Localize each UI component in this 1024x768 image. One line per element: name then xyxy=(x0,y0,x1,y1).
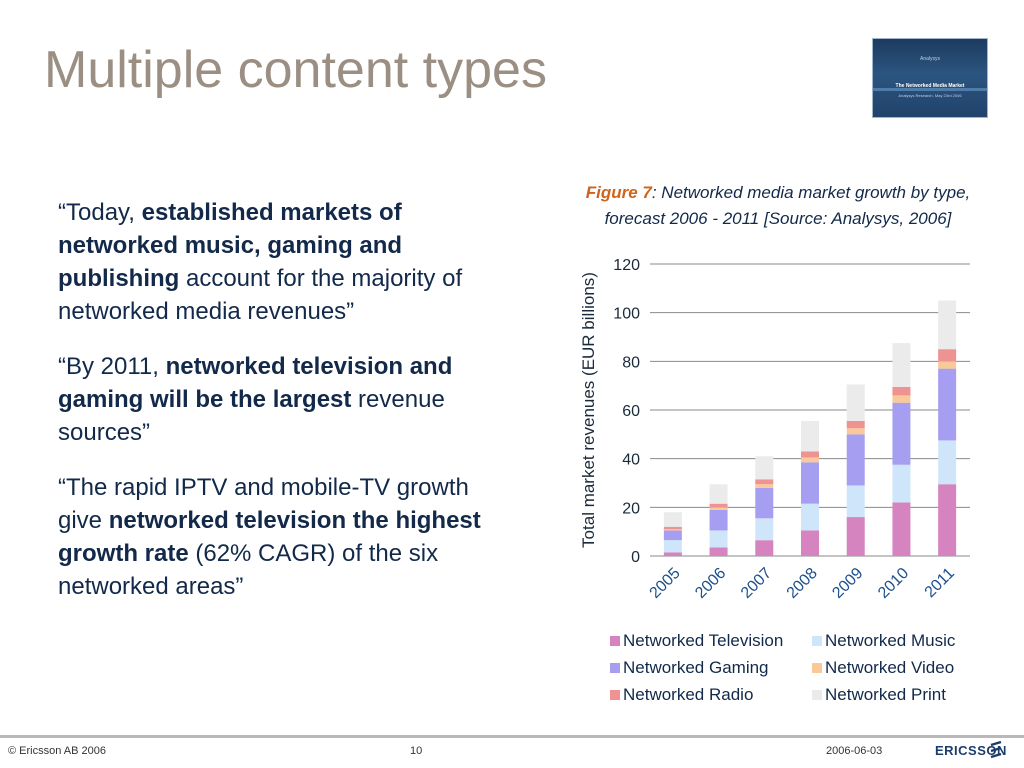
figure-caption-text: : Networked media market growth by type,… xyxy=(604,183,971,228)
footer-divider xyxy=(0,735,1024,738)
legend-swatch xyxy=(812,690,822,700)
legend-item: Networked Music xyxy=(812,631,955,651)
bar-segment xyxy=(663,530,682,541)
legend-swatch xyxy=(610,636,620,646)
bar-segment xyxy=(709,547,728,556)
legend-label: Networked Television xyxy=(623,631,784,650)
footer-date: 2006-06-03 xyxy=(826,745,883,757)
bar-segment xyxy=(709,530,728,548)
bar-segment xyxy=(938,440,957,485)
x-tick-label: 2010 xyxy=(875,565,912,602)
y-tick-label: 120 xyxy=(613,257,640,274)
thumbnail-heading: The Networked Media Market xyxy=(895,83,965,89)
quote-emphasis: networked television the highest growth … xyxy=(58,507,481,567)
bar-segment xyxy=(663,540,682,553)
y-tick-label: 100 xyxy=(613,306,640,323)
bar-segment xyxy=(755,487,774,519)
bar-segment xyxy=(892,395,911,403)
legend-item: Networked Gaming xyxy=(610,658,769,678)
legend-swatch xyxy=(610,663,620,673)
bar-segment xyxy=(846,384,865,421)
y-tick-label: 0 xyxy=(631,549,640,566)
legend-label: Networked Music xyxy=(825,631,956,650)
bar-segment xyxy=(801,462,819,504)
quote-emphasis: networked television and gaming will be … xyxy=(58,353,453,413)
y-tick-label: 40 xyxy=(622,452,640,469)
legend-item: Networked Video xyxy=(812,658,954,678)
legend-label: Networked Video xyxy=(825,658,955,677)
bar-segment xyxy=(801,503,819,531)
bar-segment xyxy=(801,457,819,463)
quote-emphasis: established markets of networked music, … xyxy=(58,199,403,292)
legend-swatch xyxy=(610,690,620,700)
quote-item: “Today, established markets of networked… xyxy=(58,199,463,325)
bar-segment xyxy=(846,517,865,556)
bar-segment xyxy=(755,456,774,480)
thumbnail-subtitle: Analysys Research, May 23rd 2006 xyxy=(898,93,962,98)
bar-segment xyxy=(846,485,865,518)
bar-segment xyxy=(846,420,865,429)
bar-segment xyxy=(755,518,774,541)
x-tick-label: 2005 xyxy=(646,565,683,602)
legend-item: Networked Print xyxy=(812,685,946,705)
legend-swatch xyxy=(812,636,822,646)
quote-list: “Today, established markets of networked… xyxy=(58,196,508,625)
thumbnail-brand: Analysys xyxy=(919,56,940,62)
bar-segment xyxy=(709,507,728,510)
ericsson-logo: ERICSSON xyxy=(935,743,1007,758)
page-number: 10 xyxy=(410,745,423,757)
bar-segment xyxy=(938,368,957,441)
legend-swatch xyxy=(812,663,822,673)
legend-item: Networked Radio xyxy=(610,685,753,705)
bar-segment xyxy=(709,509,728,531)
x-tick-label: 2009 xyxy=(829,565,866,602)
bar-segment xyxy=(801,530,819,556)
bar-segment xyxy=(892,386,911,396)
report-cover-thumbnail: Analysys The Networked Media Market Anal… xyxy=(872,38,988,118)
figure-caption: Figure 7: Networked media market growth … xyxy=(568,180,988,232)
bar-segment xyxy=(938,349,957,362)
bar-segment xyxy=(755,484,774,488)
bar-segment xyxy=(755,479,774,485)
x-tick-label: 2011 xyxy=(922,565,958,601)
bar-segment xyxy=(709,503,728,508)
bar-segment xyxy=(892,402,911,465)
y-tick-label: 20 xyxy=(622,500,640,517)
figure-label: Figure 7 xyxy=(585,183,652,202)
bar-segment xyxy=(938,300,957,350)
x-tick-label: 2008 xyxy=(784,565,821,602)
bar-segment xyxy=(801,420,819,452)
y-tick-label: 60 xyxy=(622,403,640,420)
slide-title: Multiple content types xyxy=(44,41,547,99)
bar-segment xyxy=(846,428,865,435)
bar-segment xyxy=(846,434,865,486)
bar-segment xyxy=(892,464,911,503)
bar-segment xyxy=(892,502,911,556)
y-tick-label: 80 xyxy=(622,354,640,371)
legend-label: Networked Radio xyxy=(623,685,754,704)
quote-item: “By 2011, networked television and gamin… xyxy=(58,353,453,446)
bar-segment xyxy=(663,512,682,527)
bar-segment xyxy=(663,552,682,556)
bar-segment xyxy=(938,484,957,556)
legend-label: Networked Print xyxy=(825,685,946,704)
bar-segment xyxy=(663,526,682,530)
footer-copyright: © Ericsson AB 2006 xyxy=(8,745,106,757)
quote-item: “The rapid IPTV and mobile-TV growth giv… xyxy=(58,474,481,600)
legend-item: Networked Television xyxy=(610,631,783,651)
x-tick-label: 2006 xyxy=(692,565,729,602)
y-axis-title: Total market revenues (EUR billions) xyxy=(579,272,598,548)
x-tick-label: 2007 xyxy=(738,565,775,602)
legend-label: Networked Gaming xyxy=(623,658,769,677)
ericsson-logo-icon xyxy=(990,741,1002,759)
bar-segment xyxy=(938,361,957,369)
bar-segment xyxy=(663,529,682,531)
stacked-bar-chart: 0 20 40 60 80 100 120 Total market revenues (EU… xyxy=(579,257,970,602)
bar-segment xyxy=(709,484,728,504)
bar-segment xyxy=(755,540,774,556)
bar-segment xyxy=(801,451,819,458)
bar-segment xyxy=(892,343,911,387)
